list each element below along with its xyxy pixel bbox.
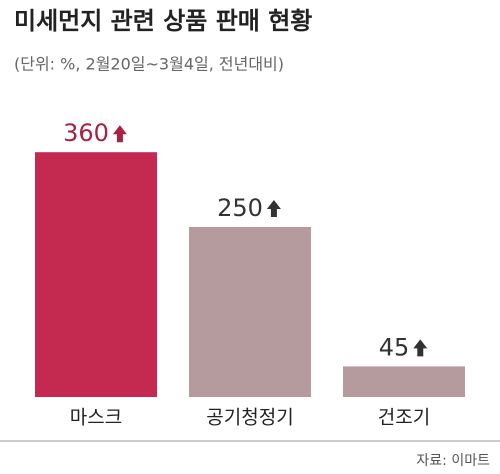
up-arrow [266, 200, 281, 217]
up-arrow [112, 125, 127, 143]
bar [343, 366, 465, 397]
x-tick-label: 건조기 [378, 407, 430, 429]
value-label: 45 [379, 333, 410, 361]
bar [189, 227, 311, 397]
chart-subtitle: (단위: %, 2월20일~3월4일, 전년대비) [14, 55, 284, 74]
x-tick-label: 마스크 [70, 407, 122, 429]
bar [35, 152, 157, 397]
source: 자료: 이마트 [416, 453, 490, 469]
chart-title: 미세먼지 관련 상품 판매 현황 [14, 7, 312, 35]
x-tick-label: 공기청정기 [206, 407, 293, 429]
value-label: 250 [217, 194, 263, 222]
value-label: 360 [63, 119, 109, 147]
up-arrow [413, 339, 428, 357]
